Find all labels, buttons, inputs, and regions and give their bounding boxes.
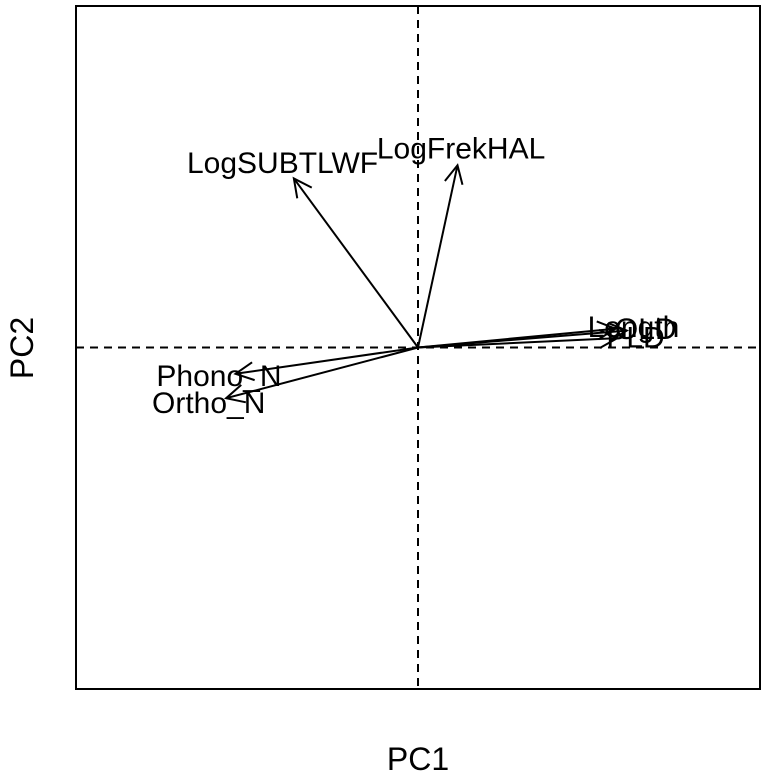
vector-label-old: OLD: [615, 313, 677, 346]
vector-label-pld: PLD: [606, 321, 664, 354]
vector-arrow-pld: [417, 329, 620, 349]
vector-arrow-old: [417, 322, 630, 349]
vector-label-logsubtlwf: LogSUBTLWF: [187, 147, 378, 180]
y-axis-title: PC2: [4, 317, 40, 379]
vector-arrow-logfrekhal: [417, 163, 464, 348]
vector-arrow-logsubtlwf: [292, 176, 419, 349]
vector-label-phono-n: Phono_N: [156, 360, 281, 393]
x-axis-title: PC1: [387, 741, 449, 777]
vector-arrow-phono-n: [233, 346, 419, 382]
vector-label-logfrekhal: LogFrekHAL: [377, 133, 545, 166]
vector-group: LogFrekHALLogSUBTLWFLengthOLDPLDPhono_NO…: [152, 133, 679, 420]
vector-arrow-ortho-n: [223, 346, 419, 404]
vector-label-ortho-n: Ortho_N: [152, 387, 265, 420]
